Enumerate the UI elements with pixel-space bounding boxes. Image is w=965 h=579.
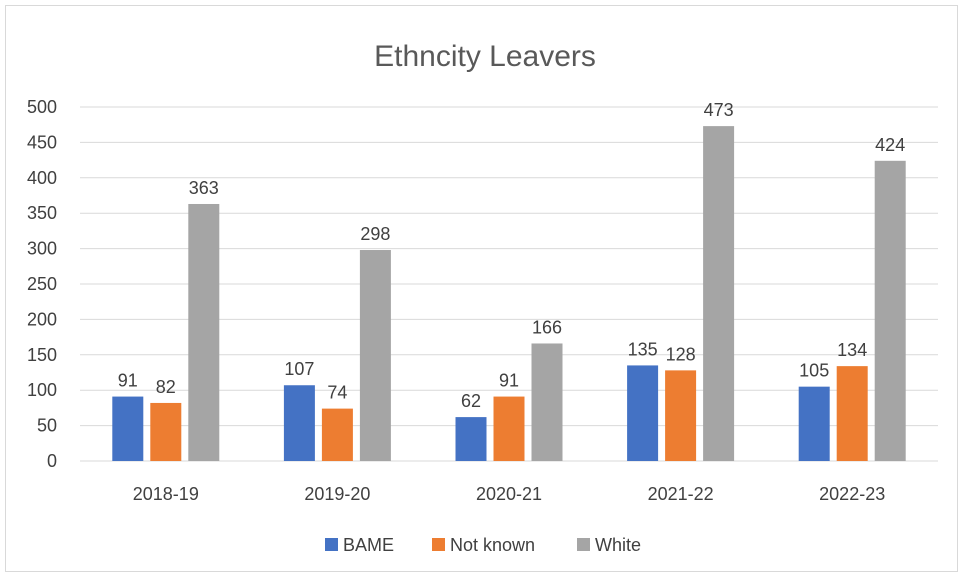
- y-tick-label: 250: [27, 274, 57, 294]
- bar-bame-2018-19: [112, 396, 144, 461]
- data-label: 74: [327, 383, 347, 403]
- x-axis-ticks: 2018-19 2019-20 2020-21 2021-22 2022-23: [133, 484, 885, 504]
- data-label: 105: [799, 361, 829, 381]
- bar-white-2018-19: [188, 203, 220, 461]
- data-label: 62: [461, 391, 481, 411]
- chart-title: Ethncity Leavers: [374, 40, 596, 73]
- y-tick-label: 50: [37, 416, 57, 436]
- bar-white-2019-20: [359, 250, 391, 461]
- y-tick-label: 350: [27, 203, 57, 223]
- data-label: 166: [532, 317, 562, 337]
- bar-bame-2019-20: [283, 385, 315, 461]
- data-label: 91: [118, 371, 138, 391]
- y-tick-label: 0: [47, 451, 57, 471]
- data-label: 473: [704, 100, 734, 120]
- bar-not-known-2019-20: [321, 408, 353, 461]
- data-label: 135: [628, 339, 658, 359]
- y-tick-label: 400: [27, 168, 57, 188]
- bar-not-known-2021-22: [665, 370, 697, 461]
- data-labels: 91 82 363 107 74 298 62 91 166 135 128 473 105 134 424: [118, 100, 905, 411]
- y-tick-label: 200: [27, 309, 57, 329]
- y-tick-label: 100: [27, 380, 57, 400]
- bar-bame-2021-22: [627, 365, 659, 461]
- y-tick-label: 300: [27, 239, 57, 259]
- data-label: 107: [284, 359, 314, 379]
- data-label: 82: [156, 377, 176, 397]
- legend-swatch: [325, 538, 338, 551]
- bar-bame-2020-21: [455, 417, 487, 461]
- bar-not-known-2018-19: [150, 402, 182, 461]
- legend-swatch: [432, 538, 445, 551]
- x-tick-label: 2022-23: [819, 484, 885, 504]
- bar-not-known-2020-21: [493, 396, 525, 461]
- data-label: 298: [360, 224, 390, 244]
- bars: [112, 126, 906, 462]
- x-tick-label: 2018-19: [133, 484, 199, 504]
- x-tick-label: 2020-21: [476, 484, 542, 504]
- legend-label: BAME: [343, 535, 394, 555]
- bar-bame-2022-23: [798, 386, 830, 461]
- chart-frame: [5, 5, 958, 572]
- data-label: 363: [189, 178, 219, 198]
- data-label: 134: [837, 340, 867, 360]
- data-label: 91: [499, 371, 519, 391]
- bar-not-known-2022-23: [836, 366, 868, 461]
- bar-white-2022-23: [874, 160, 906, 462]
- y-tick-label: 150: [27, 345, 57, 365]
- data-label: 424: [875, 135, 905, 155]
- x-tick-label: 2021-22: [648, 484, 714, 504]
- x-tick-label: 2019-20: [304, 484, 370, 504]
- y-tick-label: 500: [27, 97, 57, 117]
- y-axis-ticks: 0 50 100 150 200 250 300 350 400 450 500: [27, 97, 57, 471]
- bar-white-2020-21: [531, 343, 563, 461]
- gridlines: [80, 106, 938, 462]
- y-tick-label: 450: [27, 132, 57, 152]
- legend-label: White: [595, 535, 641, 555]
- legend: BAME Not known White: [325, 535, 641, 555]
- legend-swatch: [577, 538, 590, 551]
- bar-white-2021-22: [703, 126, 735, 461]
- data-label: 128: [666, 344, 696, 364]
- legend-label: Not known: [450, 535, 535, 555]
